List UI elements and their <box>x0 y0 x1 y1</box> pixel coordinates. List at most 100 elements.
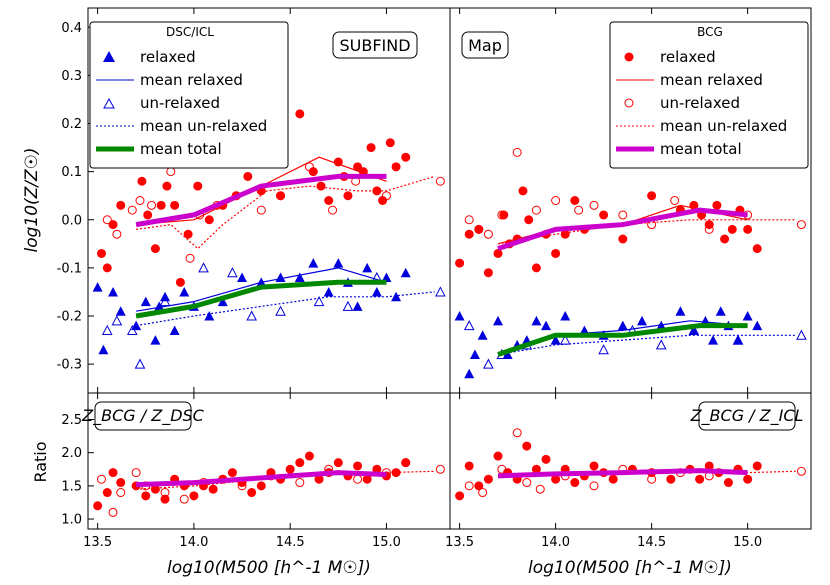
point-bcg-un-relaxed <box>589 200 599 210</box>
point-dsc-relaxed <box>237 272 248 282</box>
point-bcg-relaxed <box>743 224 753 234</box>
point-relaxed <box>531 464 541 474</box>
legend-right-entry-4: mean total <box>660 140 742 158</box>
ratio-label-right-box: Z_BCG / Z_ICL <box>690 401 803 431</box>
point-un-relaxed <box>478 488 488 498</box>
y-tick-label: 2.0 <box>61 446 82 461</box>
point-un-relaxed <box>116 488 126 498</box>
point-dsc-un-relaxed <box>655 339 667 350</box>
subfind-label-box: SUBFIND <box>332 31 418 59</box>
point-bcg-relaxed <box>343 191 353 201</box>
y-tick-label: -0.2 <box>57 310 82 325</box>
legend-left-entry-1: mean relaxed <box>140 71 243 89</box>
point-relaxed <box>304 451 314 461</box>
point-relaxed <box>108 468 118 478</box>
y-tick-label: 0.2 <box>61 117 82 132</box>
point-dsc-relaxed <box>217 296 228 307</box>
point-bcg-relaxed <box>96 248 106 258</box>
x-tick-label: 15.0 <box>372 535 401 550</box>
point-dsc-relaxed <box>477 330 488 340</box>
y-tick-label: 1.5 <box>61 479 82 494</box>
point-relaxed <box>333 458 343 468</box>
point-bcg-relaxed <box>137 176 147 186</box>
point-dsc-relaxed <box>179 286 190 297</box>
point-relaxed <box>401 458 411 468</box>
point-bcg-relaxed <box>401 152 411 162</box>
series-line-dsc-mean-total <box>497 323 748 357</box>
point-relaxed <box>483 474 493 484</box>
point-relaxed <box>93 501 103 511</box>
point-bcg-un-relaxed <box>435 176 445 186</box>
point-dsc-relaxed <box>140 296 151 307</box>
point-bcg-relaxed <box>308 167 318 177</box>
point-relaxed <box>551 474 561 484</box>
point-relaxed <box>541 454 551 464</box>
point-dsc-relaxed <box>493 315 504 326</box>
point-bcg-relaxed <box>175 277 185 287</box>
point-relaxed <box>102 488 112 498</box>
subfind-label: SUBFIND <box>339 36 410 55</box>
point-bcg-un-relaxed <box>551 196 561 205</box>
legend-right-box <box>609 21 809 169</box>
point-bcg-relaxed <box>276 191 286 201</box>
triangle-open-icon <box>103 97 115 109</box>
point-bcg-relaxed <box>752 244 762 254</box>
point-bcg-un-relaxed <box>127 205 137 215</box>
point-bcg-relaxed <box>727 224 737 234</box>
point-bcg-relaxed <box>570 196 580 205</box>
y-tick-label: 0.4 <box>61 21 82 36</box>
point-dsc-relaxed <box>531 315 542 326</box>
legend-right-title: BCG <box>697 25 723 39</box>
point-relaxed <box>752 461 762 471</box>
x-tick-label: 13.5 <box>83 535 112 550</box>
point-bcg-relaxed <box>143 210 153 220</box>
point-bcg-relaxed <box>474 224 484 234</box>
point-bcg-relaxed <box>243 171 253 181</box>
point-dsc-relaxed <box>560 311 571 321</box>
point-un-relaxed <box>796 466 806 476</box>
y-tick-label: 0.0 <box>61 213 82 228</box>
point-bcg-relaxed <box>618 234 628 244</box>
point-dsc-relaxed <box>675 306 686 316</box>
series-line-dsc-mean-un-relaxed <box>497 334 796 356</box>
point-relaxed <box>116 478 126 488</box>
point-bcg-relaxed <box>156 200 166 210</box>
point-relaxed <box>353 461 363 471</box>
point-relaxed <box>208 484 218 494</box>
point-bcg-relaxed <box>108 220 118 230</box>
point-un-relaxed <box>295 478 305 488</box>
y-tick-label: 1.0 <box>61 513 82 528</box>
point-bcg-relaxed <box>162 181 172 191</box>
point-dsc-relaxed <box>150 335 161 345</box>
legend-left-entry-4: mean total <box>140 140 222 158</box>
point-bcg-relaxed <box>333 157 343 167</box>
point-dsc-relaxed <box>160 291 171 302</box>
point-dsc-un-relaxed <box>198 262 209 273</box>
point-bcg-relaxed <box>391 162 401 172</box>
point-bcg-un-relaxed <box>574 205 584 215</box>
point-dsc-relaxed <box>464 368 475 379</box>
point-bcg-relaxed <box>551 248 561 258</box>
point-dsc-un-relaxed <box>342 300 354 311</box>
series-line-bcg-mean-total <box>135 173 387 228</box>
point-dsc-relaxed <box>579 325 590 335</box>
point-bcg-relaxed <box>689 200 699 210</box>
point-un-relaxed <box>131 468 141 478</box>
point-un-relaxed <box>512 428 522 438</box>
point-dsc-un-relaxed <box>227 267 238 278</box>
point-relaxed <box>723 478 733 488</box>
point-dsc-relaxed <box>502 349 513 359</box>
chart-marks <box>92 109 807 517</box>
point-bcg-relaxed <box>499 210 509 220</box>
point-dsc-relaxed <box>637 315 648 326</box>
point-bcg-relaxed <box>102 263 112 273</box>
legend-right-entry-3: mean un-relaxed <box>660 117 787 135</box>
dot-open-icon <box>624 98 634 108</box>
map-label-frame <box>461 31 509 59</box>
point-dsc-relaxed <box>115 306 126 316</box>
legend-right-entry-2: un-relaxed <box>660 94 740 112</box>
ratio-label-left-frame <box>94 401 192 431</box>
point-bcg-relaxed <box>531 263 541 273</box>
point-dsc-relaxed <box>752 320 763 331</box>
point-bcg-relaxed <box>720 234 730 244</box>
